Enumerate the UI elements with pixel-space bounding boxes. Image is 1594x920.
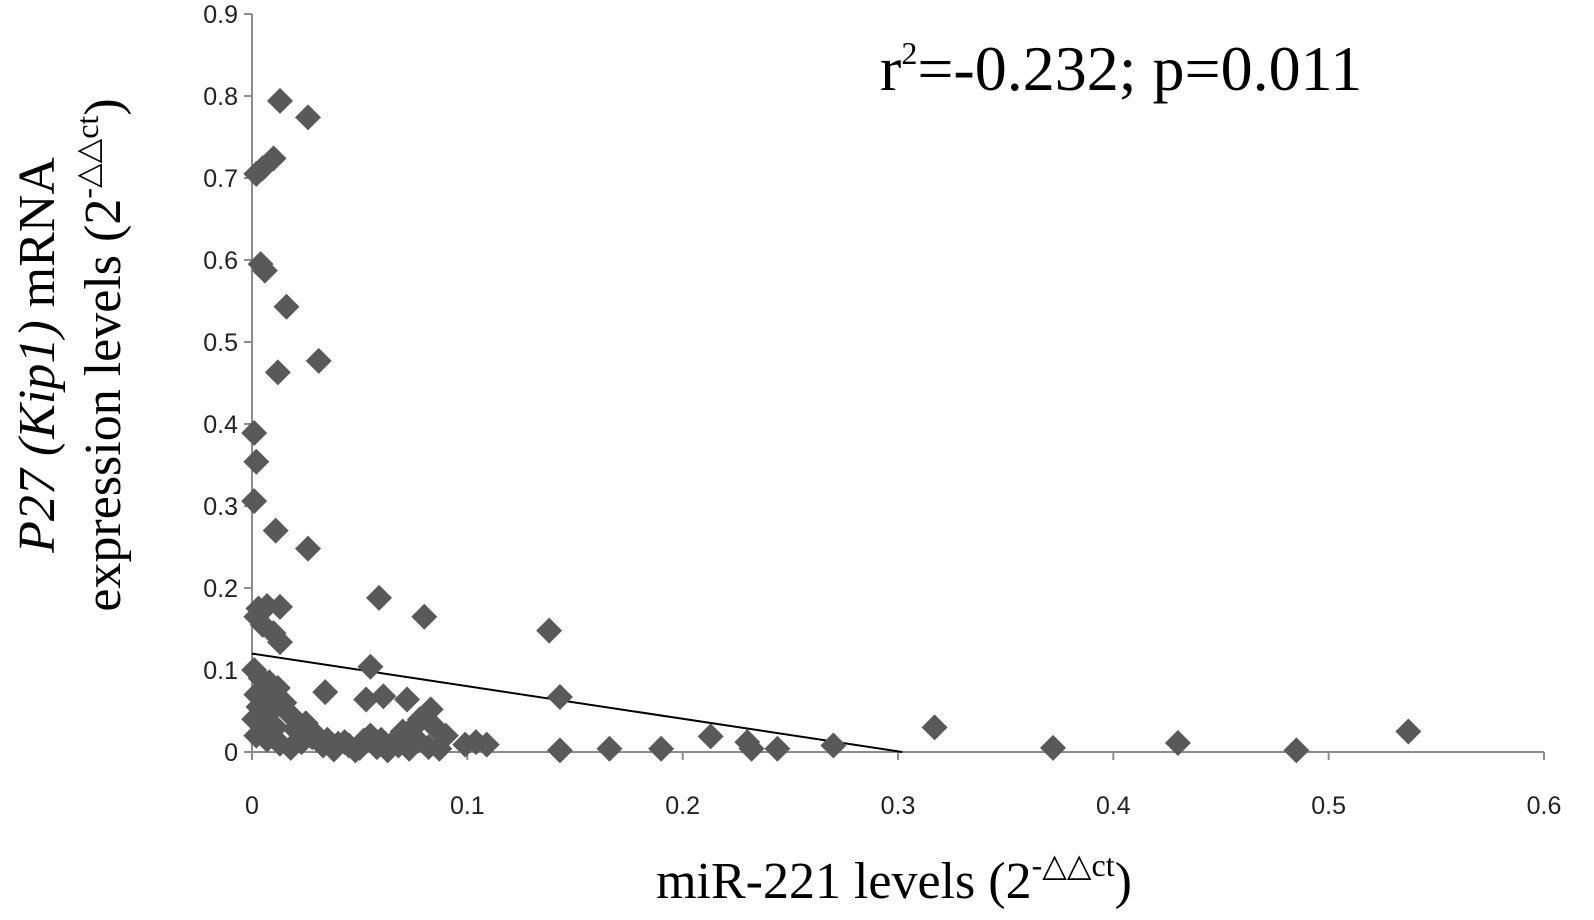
data-point	[394, 686, 421, 713]
data-point	[473, 731, 500, 758]
y-tick-label: 0.2	[203, 575, 238, 603]
trendline-group	[251, 652, 903, 753]
data-point	[921, 714, 948, 741]
data-point	[1164, 729, 1191, 756]
data-point	[546, 684, 573, 711]
data-point	[262, 517, 289, 544]
y-tick-label: 0.9	[203, 1, 238, 29]
data-point	[366, 584, 393, 611]
data-point	[820, 732, 847, 759]
x-tick-label: 0.1	[450, 792, 485, 820]
points-group	[241, 87, 1422, 764]
data-point	[357, 653, 384, 680]
data-point	[1040, 734, 1067, 761]
correlation-annotation: r2=-0.232; p=0.011	[880, 33, 1362, 104]
y-tick-label: 0.5	[203, 329, 238, 357]
data-point	[738, 735, 765, 762]
x-axis-title: miR-221 levels (2-△△ct)	[656, 847, 1132, 910]
data-point	[294, 535, 321, 562]
data-point	[648, 735, 675, 762]
y-tick-label: 0.4	[203, 411, 238, 439]
x-tick-label: 0.2	[665, 792, 700, 820]
data-point	[264, 359, 291, 386]
data-point	[764, 735, 791, 762]
data-point	[305, 347, 332, 374]
y-tick-label: 0.1	[203, 657, 238, 685]
data-point	[536, 617, 563, 644]
y-tick-label: 0.6	[203, 247, 238, 275]
data-point	[266, 629, 293, 656]
y-axis-title-line2: expression levels (2-△△ct)	[69, 98, 132, 611]
data-point	[1283, 737, 1310, 764]
data-point	[353, 686, 380, 713]
data-point	[546, 737, 573, 764]
data-point	[411, 603, 438, 630]
data-point	[241, 420, 268, 447]
data-point	[697, 723, 724, 750]
ticks: 0 0.1 0.2 0.3 0.4 0.5 0.6 0.7 0.8 0.9 0 0.1 0.2 0.3 0.…	[203, 1, 1561, 820]
data-point	[370, 683, 397, 710]
axes	[251, 14, 1544, 753]
data-point	[243, 448, 270, 475]
x-tick-label: 0	[245, 792, 259, 820]
data-point	[294, 104, 321, 131]
data-point	[1395, 718, 1422, 745]
y-axis-title-line1: P27 (Kip1) mRNA	[9, 157, 66, 554]
data-point	[243, 160, 270, 187]
data-point	[426, 735, 453, 762]
data-point	[241, 488, 268, 515]
x-tick-label: 0.6	[1527, 792, 1562, 820]
y-axis-title: P27 (Kip1) mRNA expression levels (2-△△c…	[9, 98, 132, 611]
data-point	[273, 293, 300, 320]
data-point	[596, 735, 623, 762]
y-tick-label: 0.7	[203, 165, 238, 193]
data-point	[251, 257, 278, 284]
data-point	[266, 87, 293, 114]
y-tick-label: 0	[224, 739, 238, 767]
x-tick-label: 0.3	[881, 792, 916, 820]
y-tick-label: 0.8	[203, 83, 238, 111]
y-tick-label: 0.3	[203, 493, 238, 521]
x-tick-label: 0.5	[1311, 792, 1346, 820]
x-tick-label: 0.4	[1096, 792, 1131, 820]
data-point	[312, 679, 339, 706]
data-point	[266, 593, 293, 620]
trendline	[251, 652, 903, 753]
